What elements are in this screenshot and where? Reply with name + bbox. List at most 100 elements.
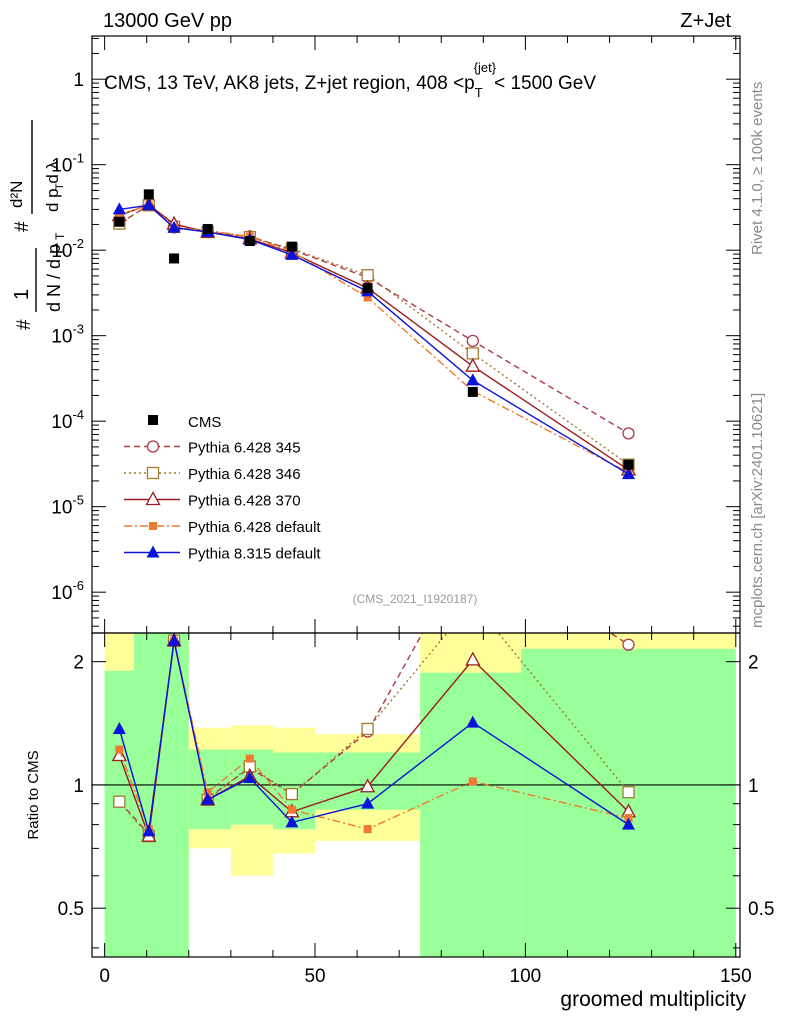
green-band-8 (521, 648, 736, 957)
main-point-s4-2 (167, 220, 181, 233)
analysis-id: (CMS_2021_I1920187) (353, 592, 478, 606)
legend-marker-1 (146, 466, 160, 480)
ratio-clip-group (92, 633, 740, 843)
x-tick-label-3: 150 (720, 966, 752, 987)
svg-text:T: T (53, 232, 67, 240)
main-point-s4-5 (285, 247, 299, 260)
legend: CMS Pythia 6.428 345 Pythia 6.428 346 Pythi… (124, 414, 321, 563)
main-point-s3-0 (115, 210, 124, 219)
ratio-point-s4-7 (466, 715, 480, 728)
ratio-point-s4-1 (142, 824, 156, 837)
main-point-s1-7 (466, 347, 479, 360)
main-point-s0-7 (466, 334, 479, 348)
legend-label-1: Pythia 6.428 346 (188, 466, 301, 483)
main-line-series-0 (118, 204, 629, 434)
ratio-frame (91, 632, 741, 958)
ratio-tick-label-right-1: 1 (748, 776, 759, 797)
ratio-tick-label-right-0: 0.5 (748, 899, 774, 920)
axes: 1 10-1 10-2 10-3 10-4 10-5 10-6 0 50 100 150 0.5 0.5… (51, 35, 774, 987)
legend-marker-0 (146, 440, 160, 453)
chart-title: CMS, 13 TeV, AK8 jets, Z+jet region, 408… (104, 60, 596, 100)
ratio-point-s3-3 (203, 788, 212, 797)
header-right-title: Z+Jet (680, 10, 731, 32)
cms-data-point-6 (362, 283, 373, 294)
main-line-series-3 (119, 204, 629, 474)
svg-text:T: T (54, 183, 66, 190)
green-band-7 (420, 672, 522, 957)
ratio-tick-label-0: 0.5 (58, 899, 84, 920)
legend-marker-cms (148, 415, 158, 425)
y-tick-label-6: 10-6 (51, 578, 84, 604)
cms-data-point-4 (244, 236, 255, 247)
legend-label-4: Pythia 8.315 default (188, 546, 321, 563)
legend-label-cms: CMS (188, 414, 221, 431)
green-band-2 (163, 633, 189, 957)
ratio-point-s3-5 (287, 805, 296, 814)
ratio-point-s0-8 (622, 638, 635, 651)
y-tick-label-2: 10-2 (51, 236, 84, 262)
main-point-s4-7 (466, 373, 480, 386)
ratio-point-s1-5 (285, 787, 299, 801)
main-curves (111, 189, 637, 480)
mcplots-label: mcplots.cern.ch [arXiv:2401.10621] (749, 393, 766, 628)
svg-text:d N / d p: d N / d p (44, 244, 64, 312)
main-point-s1-6 (361, 269, 374, 282)
svg-text:#: # (14, 319, 35, 330)
svg-text:1: 1 (11, 289, 33, 300)
ratio-point-s3-6 (363, 825, 372, 834)
main-point-s0-8 (622, 427, 635, 440)
ratio-point-s3-7 (468, 777, 477, 786)
ratio-point-s4-8 (621, 817, 635, 830)
ratio-point-s1-6 (361, 722, 374, 736)
legend-label-3: Pythia 6.428 default (188, 519, 321, 536)
title-end: < 1500 GeV (494, 73, 596, 94)
y-tick-label-5: 10-5 (51, 493, 84, 519)
ratio-point-s4-5 (285, 815, 299, 828)
ratio-tick-label-right-2: 2 (748, 653, 759, 674)
ratio-point-s4-4 (243, 770, 257, 783)
ratio-y-label: Ratio to CMS (25, 750, 42, 839)
title-main: CMS, 13 TeV, AK8 jets, Z+jet region, 408… (104, 73, 475, 94)
main-point-s2-7 (465, 357, 481, 372)
x-axis-label: groomed multiplicity (560, 988, 746, 1011)
ratio-point-s4-2 (167, 633, 181, 646)
main-point-s4-0 (112, 202, 126, 215)
ratio-tick-label-2: 2 (73, 653, 84, 674)
x-tick-label-1: 50 (304, 966, 325, 987)
svg-text:d²N: d²N (7, 181, 26, 208)
legend-label-0: Pythia 6.428 345 (188, 440, 301, 457)
y-tick-label-3: 10-3 (51, 322, 84, 348)
svg-text:d p d λ: d p d λ (43, 160, 62, 212)
rivet-label: Rivet 4.1.0, ≥ 100k events (749, 82, 766, 255)
ratio-point-s3-0 (115, 745, 124, 754)
legend-label-2: Pythia 6.428 370 (188, 493, 301, 510)
ratio-point-s2-6 (360, 778, 376, 793)
ratio-point-s2-7 (465, 651, 481, 666)
ratio-point-s3-4 (245, 754, 254, 763)
y-tick-label-4: 10-4 (51, 407, 84, 433)
cms-data-point-0 (114, 216, 125, 227)
ratio-point-s2-0 (111, 747, 127, 762)
ratio-point-s4-3 (201, 792, 215, 805)
y-tick-label-0: 1 (73, 70, 84, 91)
main-line-series-4 (119, 204, 629, 475)
title-sub: T (475, 85, 483, 100)
cms-data-point-8 (623, 459, 634, 470)
legend-marker-4 (146, 545, 160, 558)
y-axis-label: # 1 d N / d p T # d²N d p d λ T (7, 120, 67, 330)
cms-data-point-7 (467, 386, 478, 397)
ratio-point-s1-0 (113, 795, 126, 808)
svg-text:#: # (12, 221, 33, 232)
main-point-s3-6 (363, 293, 372, 302)
cms-data-point-1 (143, 189, 154, 200)
title-sup: {jet} (474, 60, 497, 75)
legend-marker-3 (149, 522, 157, 530)
main-frame (91, 35, 741, 634)
cms-data-point-3 (202, 223, 213, 234)
cms-data-point-2 (169, 253, 180, 264)
header-left-title: 13000 GeV pp (103, 10, 232, 32)
ratio-curves (92, 633, 740, 843)
x-tick-label-2: 100 (510, 966, 542, 987)
